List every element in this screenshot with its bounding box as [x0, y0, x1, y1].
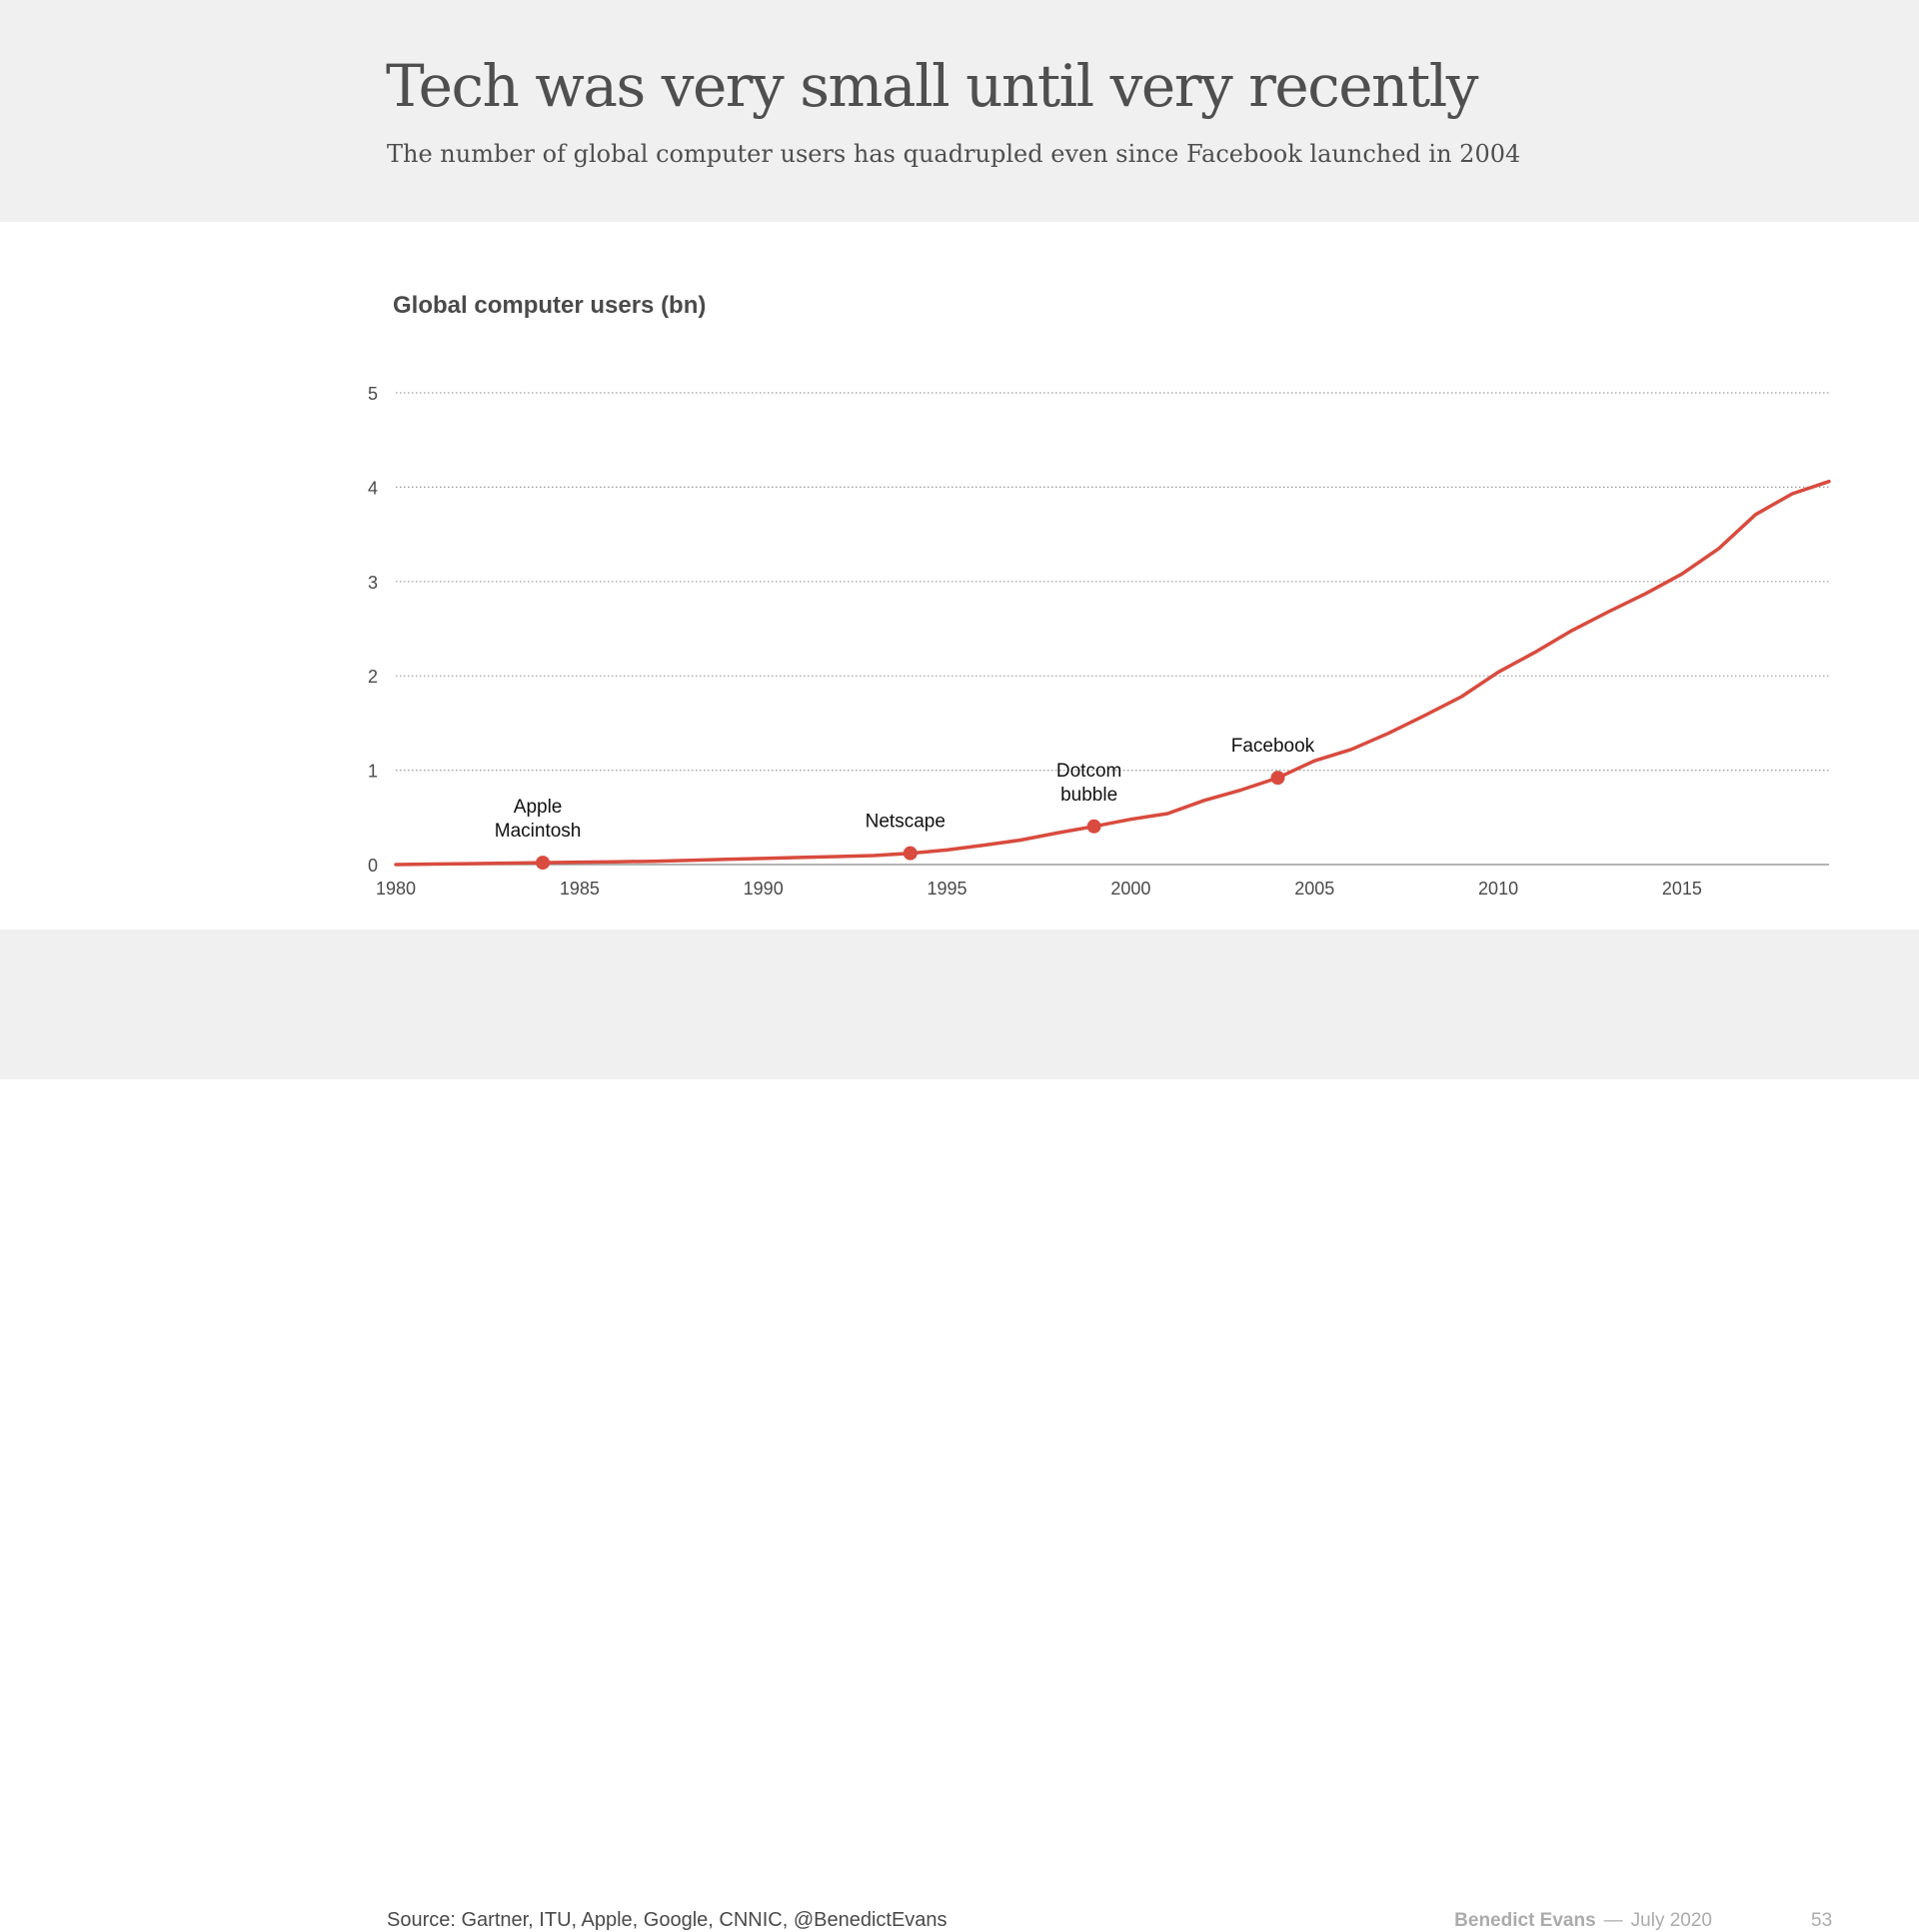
annotations: Apple Macintosh Netscape Dotcom bubble Facebo…: [495, 736, 1315, 871]
annotation-label: Dotcom: [1056, 761, 1121, 782]
annotation-marker: [536, 856, 551, 871]
y-tick-label: 4: [368, 478, 378, 498]
x-tick-label: 1990: [744, 879, 784, 899]
author-name: Benedict Evans: [1454, 1910, 1596, 1931]
annotation-marker: [903, 846, 918, 861]
annotation-marker: [1086, 819, 1101, 834]
source-note: Source: Gartner, ITU, Apple, Google, CNN…: [387, 1909, 948, 1931]
footer-band: Source: Gartner, ITU, Apple, Google, CNN…: [0, 930, 1919, 1931]
x-tick-label: 1980: [376, 879, 416, 899]
line-chart: Global computer users (bn) 0 1 2 3 4 5 1980 198…: [368, 292, 1831, 899]
y-tick-label: 0: [368, 856, 378, 876]
credit-separator: —: [1603, 1910, 1623, 1931]
x-tick-label: 2000: [1110, 879, 1150, 899]
slide-title: Tech was very small until very recently: [386, 52, 1479, 120]
annotation-label: Apple: [514, 797, 563, 818]
header-band: Tech was very small until very recently …: [0, 0, 1919, 222]
date-label: July 2020: [1630, 1910, 1712, 1931]
x-tick-label: 2015: [1662, 879, 1702, 899]
annotation-label: bubble: [1060, 785, 1117, 806]
y-tick-label: 2: [368, 667, 378, 687]
slide-subtitle: The number of global computer users has …: [387, 140, 1521, 168]
annotation-label: Macintosh: [495, 821, 582, 842]
y-tick-label: 3: [368, 573, 378, 593]
annotation-label: Netscape: [866, 812, 946, 833]
y-tick-label: 5: [368, 384, 378, 404]
x-tick-label: 1995: [928, 879, 967, 899]
credit: Benedict Evans — July 2020: [1454, 1910, 1712, 1932]
series-line-global-computer-users: [394, 479, 1831, 867]
page-number: 53: [1811, 1910, 1833, 1931]
series: [394, 479, 1831, 867]
x-tick-label: 1985: [560, 879, 600, 899]
x-tick-label: 2010: [1478, 879, 1518, 899]
chart-title: Global computer users (bn): [393, 292, 706, 319]
grid-lines: [396, 392, 1829, 772]
x-tick-label: 2005: [1294, 879, 1334, 899]
axes: 0 1 2 3 4 5 1980 1985 1990 1995 2000 2005 2010 2015: [368, 384, 1829, 899]
y-tick-label: 1: [368, 762, 378, 782]
annotation-label: Facebook: [1231, 736, 1315, 757]
annotation-marker: [1270, 771, 1285, 786]
